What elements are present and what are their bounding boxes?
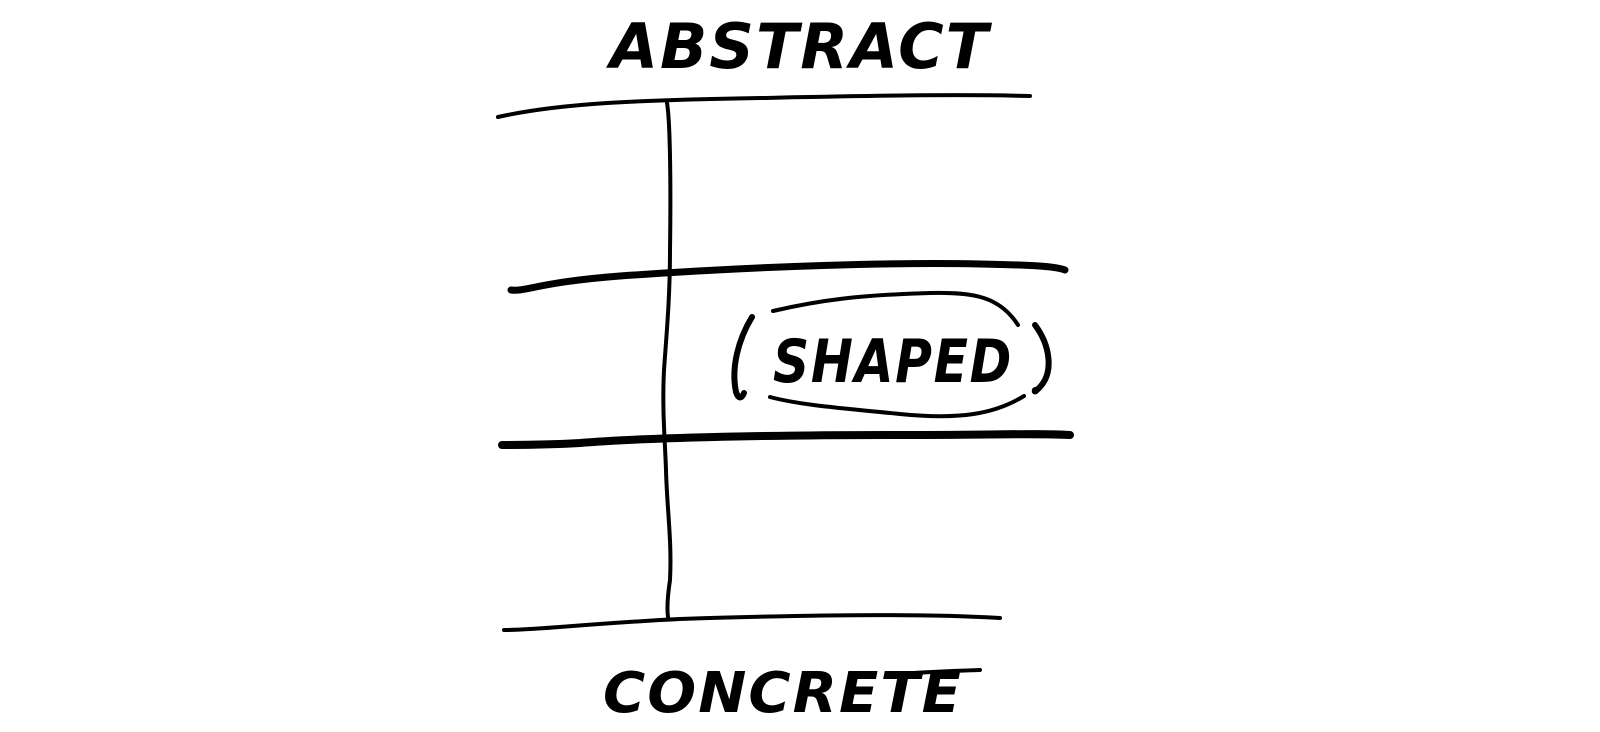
top-label: ABSTRACT — [605, 10, 993, 83]
shaped-callout: SHAPED — [734, 293, 1048, 416]
lower-arc — [770, 396, 1024, 416]
middle-label: SHAPED — [773, 327, 1013, 397]
bottom-label: CONCRETE — [603, 661, 963, 726]
left-parenthesis — [734, 317, 752, 397]
level-line-upper-middle — [511, 264, 1065, 291]
level-line-lower-middle — [502, 434, 1070, 445]
vertical-axis-line — [663, 103, 670, 617]
level-line-top — [498, 95, 1030, 117]
upper-arc — [773, 293, 1018, 325]
right-parenthesis — [1035, 325, 1049, 391]
level-line-bottom — [504, 615, 1000, 630]
